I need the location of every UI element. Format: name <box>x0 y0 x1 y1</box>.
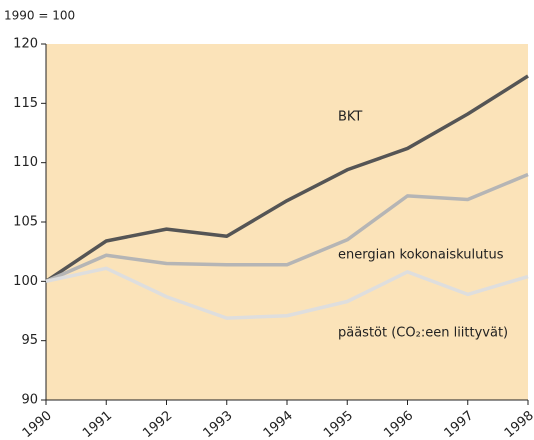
x-tick-label: 1993 <box>201 408 236 440</box>
y-tick-label: 120 <box>13 37 38 52</box>
series-label: energian kokonaiskulutus <box>338 248 504 263</box>
x-tick-label: 1998 <box>502 408 534 440</box>
series-line <box>45 172 529 283</box>
plot-background <box>46 44 528 400</box>
x-tick-label: 1994 <box>261 408 296 440</box>
x-tick-label: 1995 <box>321 408 356 440</box>
x-tick-label: 1991 <box>80 408 115 440</box>
series-line <box>45 74 529 283</box>
x-tick-label: 1996 <box>381 408 416 440</box>
chart-subtitle: 1990 = 100 <box>4 9 75 23</box>
y-tick-label: 115 <box>13 96 38 111</box>
y-tick-label: 105 <box>13 215 38 230</box>
y-tick-label: 90 <box>21 393 38 408</box>
y-tick-label: 100 <box>13 274 38 289</box>
series-label: BKT <box>338 110 362 125</box>
y-tick-label: 110 <box>13 155 38 170</box>
series-label: päästöt (CO₂:een liittyvät) <box>338 326 508 341</box>
x-tick-label: 1992 <box>140 408 175 440</box>
y-tick-label: 95 <box>21 333 38 348</box>
series-line <box>45 266 529 320</box>
x-tick-label: 1997 <box>442 408 477 440</box>
x-tick-label: 1990 <box>20 408 55 440</box>
